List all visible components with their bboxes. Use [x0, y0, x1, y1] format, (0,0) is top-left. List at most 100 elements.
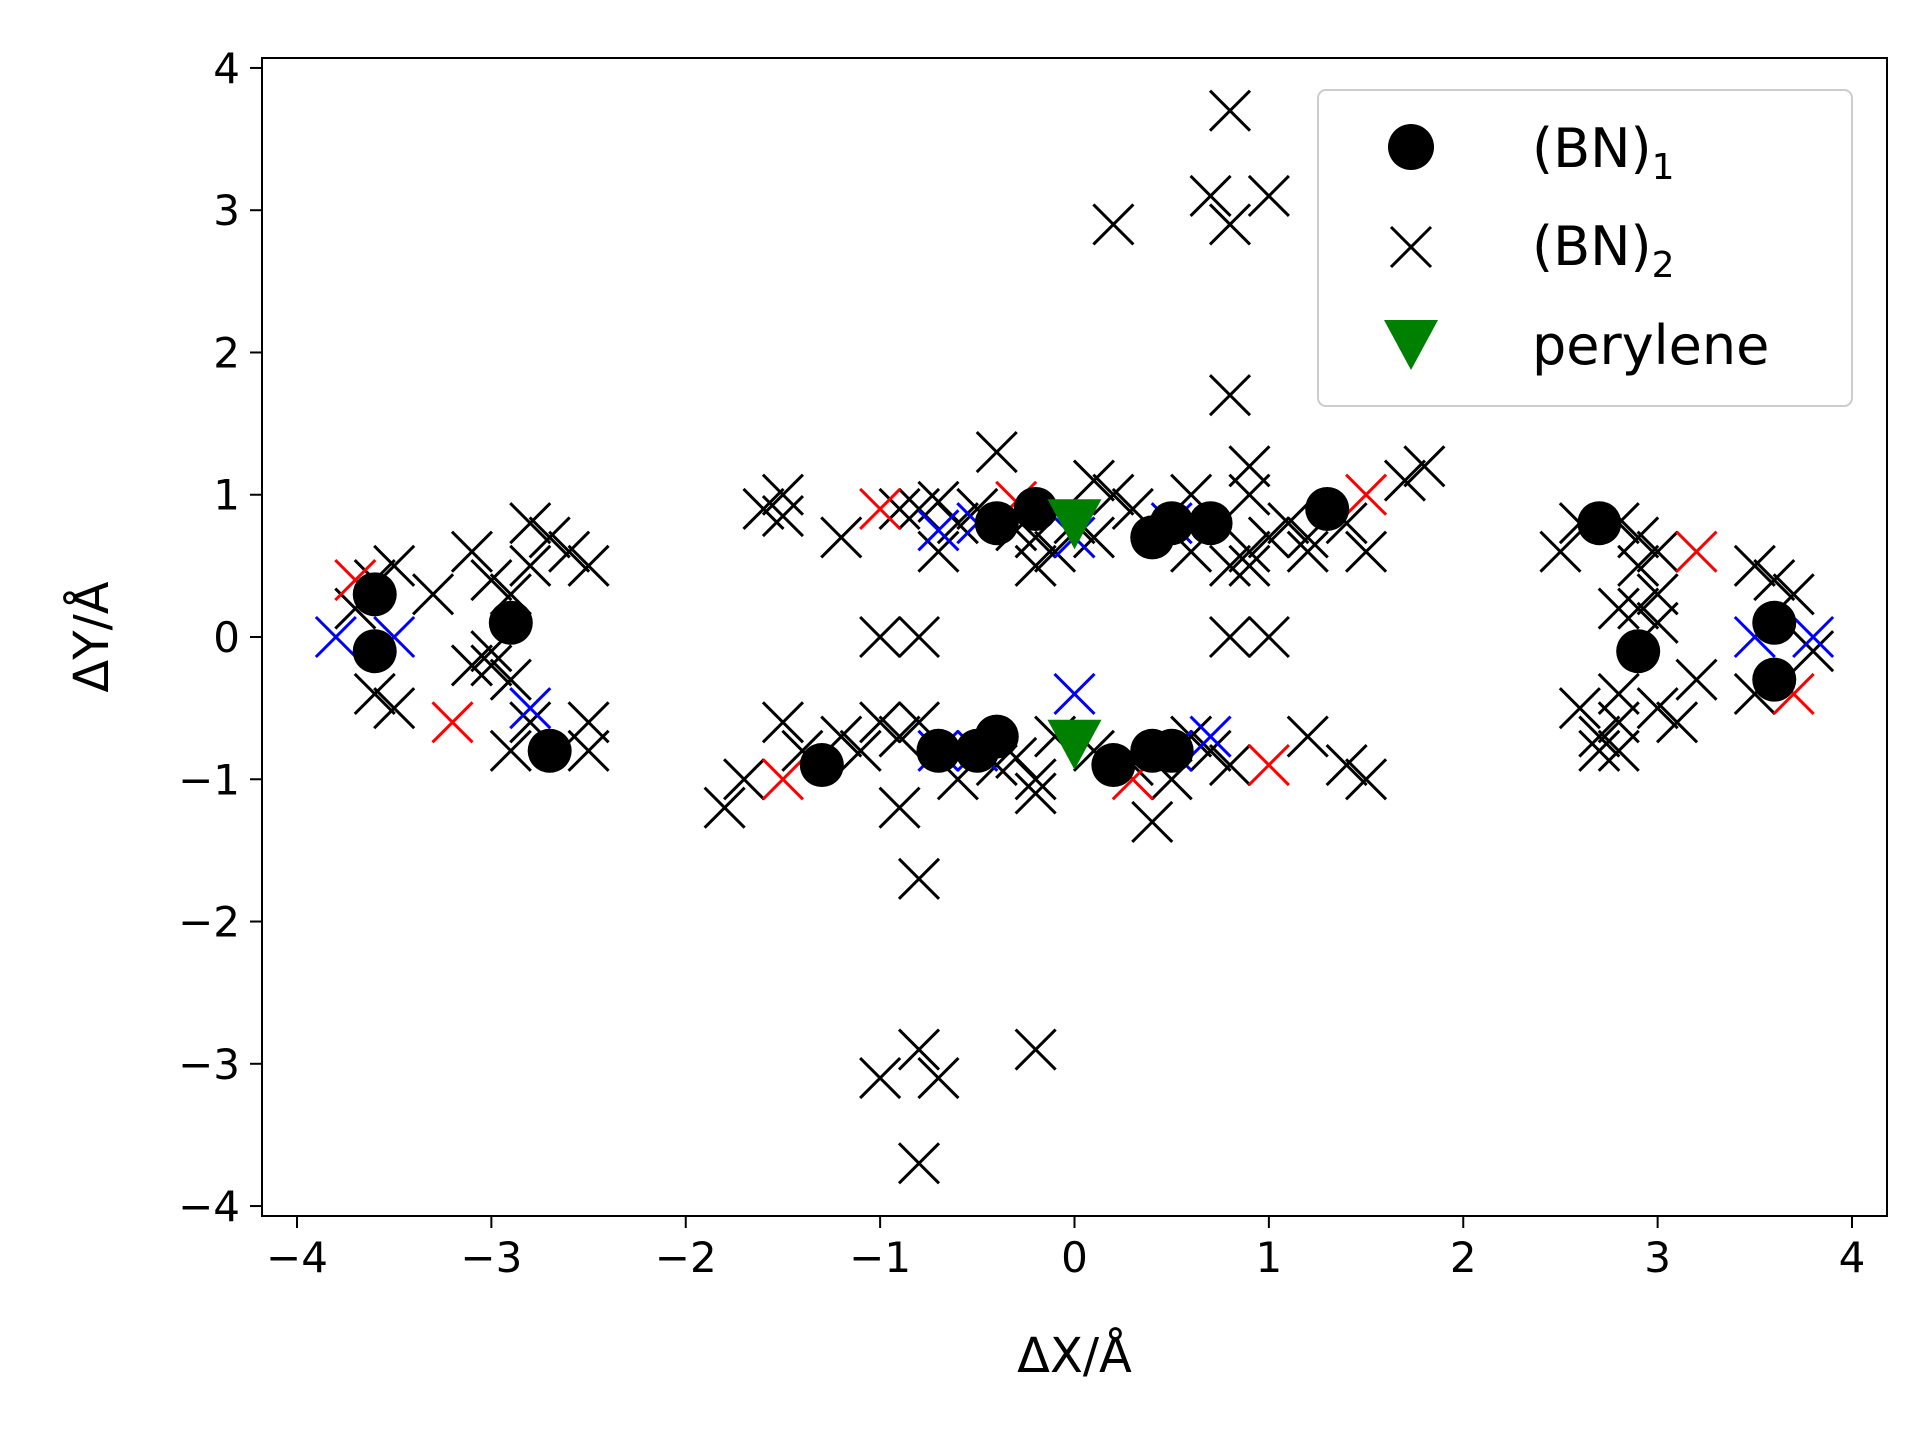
- legend-marker-perylene: [1384, 320, 1438, 370]
- bn2-point: [1403, 445, 1446, 488]
- bn2-point: [1597, 587, 1640, 630]
- bn2-point: [1208, 203, 1252, 246]
- bn2-point: [509, 544, 552, 587]
- bn2-point: [1228, 530, 1271, 573]
- bn1-point: [1752, 657, 1797, 702]
- y-tick-label: 1: [213, 471, 240, 520]
- bn2-point: [1733, 544, 1776, 587]
- y-tick-label: −3: [178, 1040, 240, 1089]
- bn1-point: [1013, 486, 1058, 531]
- bn2-point: [353, 672, 396, 715]
- bn2-point: [1228, 473, 1271, 516]
- bn2-point: [820, 516, 863, 559]
- bn2-point: [411, 573, 455, 616]
- plot-marks: [314, 89, 1835, 1185]
- bn2-point: [1578, 715, 1621, 758]
- bn1-point: [352, 572, 397, 617]
- bn1-point: [527, 728, 572, 773]
- x-tick-label: 3: [1644, 1233, 1671, 1282]
- bn2-point: [1286, 530, 1329, 573]
- bn2-point: [1539, 530, 1582, 573]
- bn2-point: [722, 758, 766, 801]
- bn2-point: [1208, 374, 1252, 417]
- y-tick-label: −2: [178, 898, 240, 947]
- bn2-point: [489, 658, 532, 701]
- bn2-point: [1578, 729, 1621, 772]
- perylene-point: [1047, 719, 1102, 770]
- bn2-point: [470, 559, 513, 602]
- bn2-point: [567, 544, 610, 587]
- bn1-point: [1188, 501, 1233, 546]
- x-tick-label: 2: [1450, 1233, 1477, 1282]
- bn1-point: [488, 600, 533, 645]
- y-tick-label: −4: [178, 1182, 240, 1231]
- bn1-point: [974, 714, 1019, 759]
- bn2-point: [1753, 559, 1796, 602]
- bn2-point: [975, 431, 1018, 474]
- bn2-point: [509, 502, 552, 545]
- bn2-point: [859, 615, 902, 659]
- red-x-point: [761, 758, 804, 801]
- bn2-point: [450, 530, 493, 573]
- blue-x-point: [1189, 715, 1232, 758]
- bn2-point: [897, 1028, 941, 1071]
- bn2-point: [1267, 502, 1310, 545]
- bn2-point: [839, 729, 882, 772]
- bn1-point: [1616, 629, 1661, 674]
- x-axis-label: ΔX/Å: [1017, 1327, 1132, 1384]
- y-tick-label: 4: [213, 44, 240, 93]
- bn2-point: [1597, 729, 1640, 772]
- bn1-point: [916, 728, 961, 773]
- legend-label-bn1: (BN)1: [1532, 117, 1674, 188]
- bn2-point: [761, 701, 804, 744]
- legend-marker-bn2: [1389, 225, 1433, 269]
- bn1-point: [1091, 743, 1136, 788]
- legend: (BN)1 (BN)2 perylene: [1317, 89, 1853, 407]
- bn2-point: [1014, 544, 1057, 587]
- bn2-point: [878, 786, 921, 829]
- bn2-point: [1345, 530, 1388, 573]
- x-tick-label: −2: [655, 1233, 717, 1282]
- bn2-point: [1208, 544, 1252, 587]
- perylene-point: [1047, 499, 1102, 550]
- bn2-point: [761, 495, 804, 538]
- bn2-point: [1656, 701, 1699, 744]
- red-x-point: [1247, 743, 1290, 787]
- bn2-point: [1617, 544, 1660, 587]
- bn2-point: [1247, 516, 1290, 559]
- bn2-point: [1345, 758, 1388, 801]
- y-tick-label: 3: [213, 186, 240, 235]
- x-tick-label: 0: [1061, 1233, 1088, 1282]
- red-x-point: [1345, 473, 1388, 516]
- y-tick-label: 2: [213, 328, 240, 377]
- bn1-point: [1149, 501, 1194, 546]
- bn2-point: [1189, 174, 1232, 218]
- bn2-point: [548, 530, 591, 573]
- x-tick-label: −3: [460, 1233, 522, 1282]
- bn2-point: [859, 1056, 902, 1100]
- x-tick-label: 1: [1256, 1233, 1283, 1282]
- blue-x-point: [917, 509, 960, 552]
- bn2-point: [1636, 530, 1679, 573]
- bn2-point: [1636, 687, 1679, 730]
- bn2-point: [1131, 800, 1174, 843]
- bn2-point: [1092, 203, 1135, 246]
- bn2-point: [1014, 758, 1057, 801]
- bn2-point: [897, 857, 941, 900]
- y-tick-label: −1: [178, 755, 240, 804]
- bn2-point: [1189, 729, 1232, 772]
- bn1-point: [1149, 728, 1194, 773]
- bn1-point: [974, 501, 1019, 546]
- x-tick-label: 4: [1839, 1233, 1866, 1282]
- bn2-point: [1072, 459, 1115, 502]
- bn1-point: [352, 629, 397, 674]
- bn2-point: [1558, 687, 1601, 730]
- bn2-point: [878, 715, 921, 758]
- bn2-point: [567, 729, 610, 772]
- legend-label-perylene: perylene: [1532, 314, 1769, 377]
- bn2-point: [1034, 530, 1077, 573]
- bn2-point: [1092, 473, 1135, 516]
- bn2-point: [1617, 587, 1660, 630]
- bn2-point: [917, 1056, 960, 1100]
